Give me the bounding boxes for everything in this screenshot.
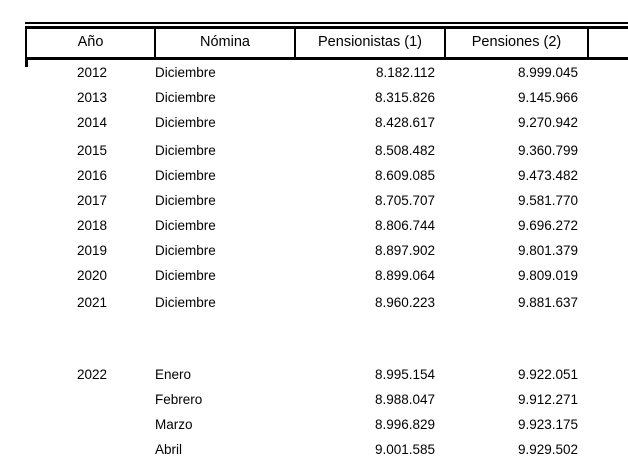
cell-pensiones: 9.922.051 <box>443 362 578 387</box>
cell-month: Diciembre <box>155 110 216 135</box>
cell-pensionistas: 8.508.482 <box>300 138 435 163</box>
cell-pensionistas: 8.705.707 <box>300 188 435 213</box>
cell-year: 2012 <box>25 60 107 85</box>
cell-pensionistas: 8.996.829 <box>300 412 435 437</box>
table-row: 2015 Diciembre 8.508.482 9.360.799 <box>0 138 628 163</box>
cell-year: 2019 <box>25 238 107 263</box>
cell-pensionistas: 8.988.047 <box>300 387 435 412</box>
cell-year: 2015 <box>25 138 107 163</box>
cell-month: Diciembre <box>155 60 216 85</box>
cell-pensiones: 9.696.272 <box>443 213 578 238</box>
cell-pensionistas: 8.315.826 <box>300 85 435 110</box>
cell-year: 2022 <box>25 362 107 387</box>
cell-month: Diciembre <box>155 163 216 188</box>
cell-pensiones: 9.801.379 <box>443 238 578 263</box>
cell-pensiones: 9.360.799 <box>443 138 578 163</box>
table-row: 2022 Enero 8.995.154 9.922.051 <box>0 362 628 387</box>
table-row: 2020 Diciembre 8.899.064 9.809.019 <box>0 263 628 288</box>
table-body: 2012 Diciembre 8.182.112 8.999.045 2013 Dicie… <box>0 0 628 467</box>
cell-pensiones: 9.145.966 <box>443 85 578 110</box>
cell-month: Diciembre <box>155 290 216 315</box>
cell-pensionistas: 8.806.744 <box>300 213 435 238</box>
cell-pensiones: 9.881.637 <box>443 290 578 315</box>
pension-statistics-table-page: Año Nómina Pensionistas (1) Pensiones (2… <box>0 0 628 467</box>
cell-month: Diciembre <box>155 213 216 238</box>
cell-pensionistas: 8.182.112 <box>300 60 435 85</box>
table-row: 2017 Diciembre 8.705.707 9.581.770 <box>0 188 628 213</box>
cell-month: Diciembre <box>155 188 216 213</box>
table-row: Marzo 8.996.829 9.923.175 <box>0 412 628 437</box>
cell-pensiones: 9.473.482 <box>443 163 578 188</box>
table-row: 2018 Diciembre 8.806.744 9.696.272 <box>0 213 628 238</box>
table-row: 2016 Diciembre 8.609.085 9.473.482 <box>0 163 628 188</box>
cell-month: Diciembre <box>155 238 216 263</box>
cell-month: Enero <box>155 362 191 387</box>
cell-pensionistas: 8.960.223 <box>300 290 435 315</box>
table-row: Febrero 8.988.047 9.912.271 <box>0 387 628 412</box>
cell-year: 2013 <box>25 85 107 110</box>
table-row: Abril 9.001.585 9.929.502 <box>0 437 628 462</box>
cell-month: Diciembre <box>155 138 216 163</box>
cell-pensionistas: 8.428.617 <box>300 110 435 135</box>
table-row: 2021 Diciembre 8.960.223 9.881.637 <box>0 290 628 315</box>
cell-pensionistas: 8.897.902 <box>300 238 435 263</box>
table-row: 2014 Diciembre 8.428.617 9.270.942 <box>0 110 628 135</box>
cell-month: Febrero <box>155 387 202 412</box>
cell-month: Marzo <box>155 412 193 437</box>
cell-pensiones: 9.270.942 <box>443 110 578 135</box>
table-row: 2019 Diciembre 8.897.902 9.801.379 <box>0 238 628 263</box>
cell-pensionistas: 8.609.085 <box>300 163 435 188</box>
table-row: 2013 Diciembre 8.315.826 9.145.966 <box>0 85 628 110</box>
cell-pensiones: 8.999.045 <box>443 60 578 85</box>
cell-month: Diciembre <box>155 85 216 110</box>
cell-pensiones: 9.912.271 <box>443 387 578 412</box>
table-row: 2012 Diciembre 8.182.112 8.999.045 <box>0 60 628 85</box>
cell-month: Diciembre <box>155 263 216 288</box>
cell-pensiones: 9.929.502 <box>443 437 578 462</box>
cell-pensionistas: 9.001.585 <box>300 437 435 462</box>
cell-year: 2017 <box>25 188 107 213</box>
cell-pensiones: 9.809.019 <box>443 263 578 288</box>
cell-pensionistas: 8.995.154 <box>300 362 435 387</box>
cell-year: 2021 <box>25 290 107 315</box>
cell-pensiones: 9.581.770 <box>443 188 578 213</box>
cell-pensionistas: 8.899.064 <box>300 263 435 288</box>
cell-year: 2018 <box>25 213 107 238</box>
cell-year: 2016 <box>25 163 107 188</box>
cell-pensiones: 9.923.175 <box>443 412 578 437</box>
cell-month: Abril <box>155 437 182 462</box>
cell-year: 2014 <box>25 110 107 135</box>
cell-year: 2020 <box>25 263 107 288</box>
